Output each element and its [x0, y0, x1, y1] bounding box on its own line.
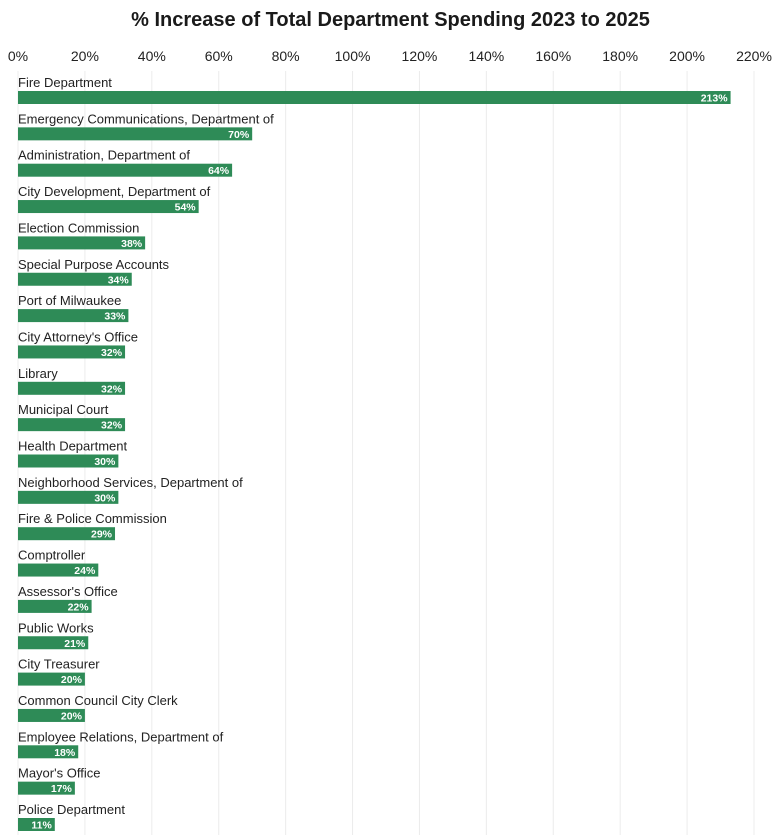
bar [18, 200, 199, 214]
data-label: 20% [61, 674, 83, 686]
chart-title: % Increase of Total Department Spending … [131, 9, 650, 31]
category-label: City Attorney's Office [18, 329, 138, 344]
x-tick-label: 100% [335, 48, 371, 64]
x-tick-label: 220% [736, 48, 772, 64]
bar [18, 127, 253, 141]
x-tick-label: 140% [468, 48, 504, 64]
data-label: 54% [175, 202, 197, 214]
category-label: Administration, Department of [18, 148, 190, 163]
data-label: 30% [94, 492, 116, 504]
bar [18, 163, 233, 177]
x-tick-label: 20% [71, 48, 99, 64]
category-label: Municipal Court [18, 402, 109, 417]
data-label: 22% [68, 601, 90, 613]
data-label: 38% [121, 238, 143, 250]
data-label: 11% [31, 820, 52, 832]
category-label: Common Council City Clerk [18, 693, 178, 708]
category-label: Fire Department [18, 75, 112, 90]
bar [18, 490, 119, 504]
category-label: Special Purpose Accounts [18, 257, 170, 272]
category-label: Neighborhood Services, Department of [18, 475, 243, 490]
data-label: 213% [701, 93, 729, 105]
data-label: 34% [108, 274, 130, 286]
data-label: 17% [51, 783, 73, 795]
category-label: City Treasurer [18, 657, 100, 672]
data-label: 24% [74, 565, 96, 577]
category-label: Public Works [18, 620, 94, 635]
category-label: Library [18, 366, 58, 381]
category-label: Election Commission [18, 220, 139, 235]
category-label: Employee Relations, Department of [18, 729, 224, 744]
bar [18, 272, 132, 286]
bar [18, 345, 126, 359]
category-label: Mayor's Office [18, 766, 100, 781]
bar [18, 91, 731, 104]
category-label: Fire & Police Commission [18, 511, 167, 526]
category-label: Assessor's Office [18, 584, 118, 599]
bar [18, 236, 146, 250]
bar [18, 745, 79, 759]
data-label: 33% [104, 311, 126, 323]
bar [18, 418, 126, 432]
category-label: Port of Milwaukee [18, 293, 121, 308]
bar [18, 527, 116, 541]
data-label: 64% [208, 165, 230, 177]
x-tick-label: 160% [535, 48, 571, 64]
x-tick-label: 180% [602, 48, 638, 64]
bar [18, 708, 85, 722]
x-tick-label: 0% [8, 48, 28, 64]
bar [18, 636, 89, 650]
data-label: 32% [101, 347, 123, 359]
data-label: 21% [64, 638, 86, 650]
x-tick-label: 200% [669, 48, 705, 64]
x-tick-label: 40% [138, 48, 166, 64]
bar [18, 818, 55, 831]
x-tick-label: 120% [402, 48, 438, 64]
data-label: 32% [101, 383, 123, 395]
data-label: 70% [228, 129, 250, 141]
data-label: 30% [94, 456, 116, 468]
bar [18, 563, 99, 577]
data-label: 18% [54, 747, 76, 759]
category-label: Comptroller [18, 548, 86, 563]
data-label: 20% [61, 710, 83, 722]
data-label: 32% [101, 420, 123, 432]
category-label: Health Department [18, 439, 127, 454]
category-label: Emergency Communications, Department of [18, 111, 274, 126]
category-label: City Development, Department of [18, 184, 211, 199]
category-label: Police Department [18, 802, 125, 817]
bar [18, 781, 75, 795]
data-label: 29% [91, 529, 113, 541]
bar [18, 309, 129, 323]
bar [18, 381, 126, 395]
bar [18, 454, 119, 468]
bar [18, 599, 92, 613]
x-tick-label: 80% [272, 48, 300, 64]
x-tick-label: 60% [205, 48, 233, 64]
bar [18, 672, 85, 686]
